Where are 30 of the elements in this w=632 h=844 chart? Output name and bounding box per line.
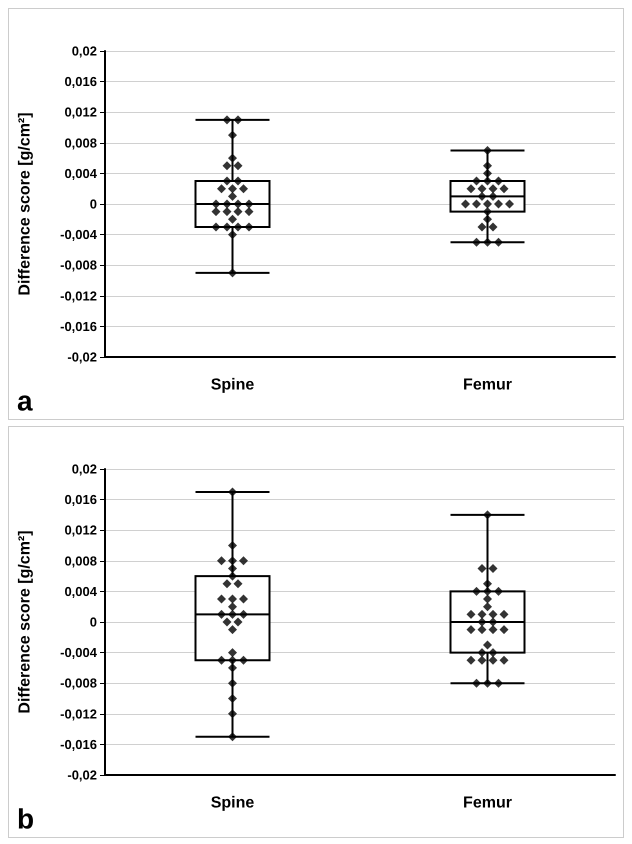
y-tick-label: -0,016 (60, 736, 97, 752)
text: b (17, 804, 34, 834)
y-tick-label: -0,02 (67, 350, 97, 364)
x-tick-label: Spine (210, 794, 254, 812)
y-tick-label: 0,012 (64, 522, 97, 538)
y-axis-title: Difference score [g/cm²] (16, 530, 34, 714)
y-tick-label: 0,008 (64, 135, 97, 150)
y-tick-label: 0,02 (72, 44, 97, 58)
y-axis-title: Difference score [g/cm²] (16, 112, 34, 296)
y-tick-label: 0,012 (64, 104, 97, 120)
x-tick-label: Spine (210, 376, 254, 394)
y-tick-label: 0,016 (64, 492, 97, 508)
y-tick-label: -0,02 (67, 768, 97, 782)
y-tick-label: -0,004 (60, 227, 98, 242)
y-tick-label: 0,004 (64, 584, 98, 599)
text: a (17, 386, 33, 416)
y-tick-label: 0,004 (64, 166, 98, 181)
y-tick-label: -0,008 (60, 676, 97, 691)
y-tick-label: 0,008 (64, 553, 97, 568)
y-tick-label: -0,012 (60, 706, 97, 722)
x-tick-label: Femur (463, 794, 512, 812)
x-tick-label: Femur (463, 376, 512, 394)
y-tick-label: -0,004 (60, 645, 98, 660)
y-tick-label: -0,016 (60, 318, 97, 334)
y-tick-label: 0,02 (72, 462, 97, 476)
y-tick-label: -0,012 (60, 288, 97, 304)
y-tick-label: -0,008 (60, 258, 97, 273)
y-tick-label: 0 (90, 196, 97, 212)
y-tick-label: 0,016 (64, 74, 97, 90)
y-tick-label: 0 (90, 614, 97, 630)
